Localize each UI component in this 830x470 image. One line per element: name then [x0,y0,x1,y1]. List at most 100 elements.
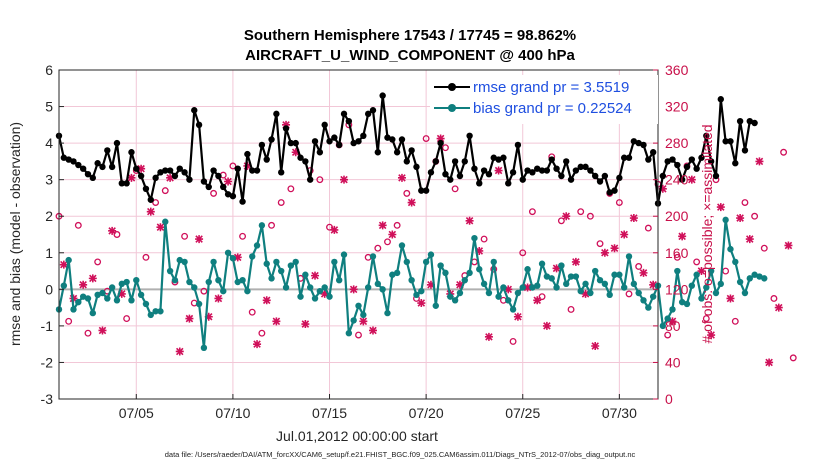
legend-rmse-label: rmse grand pr = 3.5519 [473,79,629,96]
series-point [558,172,565,180]
series-point [722,138,729,145]
series-point [707,267,715,275]
obs-possible-marker [94,258,102,266]
y-right-tick-label: 0 [665,391,673,407]
series-point [437,262,444,269]
series-point [215,276,222,284]
series-point [220,183,227,191]
series-point [302,158,309,165]
obs-possible-marker [268,221,275,229]
obs-assimilated-marker [117,289,126,298]
series-point [645,304,652,311]
series-point [418,187,425,194]
series-point [244,150,251,158]
series-point [698,154,705,161]
obs-possible-marker [528,208,536,216]
series-point [500,154,507,161]
y-tick-label: 3 [45,172,53,188]
series-point [249,253,256,260]
series-point [210,258,217,266]
series-point [601,280,609,288]
obs-possible-marker [287,185,295,193]
series-point [476,180,483,187]
series-point [625,253,633,260]
obs-assimilated-marker [436,134,445,143]
x-tick-label: 07/10 [215,405,250,421]
obs-assimilated-marker [649,280,658,289]
legend: rmse grand pr = 3.5519 bias grand pr = 0… [430,75,658,124]
series-point [471,165,478,172]
series-point [104,147,111,154]
series-point [113,297,121,304]
obs-possible-marker [557,217,565,225]
series-point [567,273,575,280]
obs-assimilated-marker [127,173,136,182]
series-point [413,291,420,299]
obs-assimilated-marker [484,332,493,341]
obs-possible-marker [113,231,121,238]
series-point [287,262,295,269]
obs-possible-marker [374,244,382,252]
series-point [205,278,212,286]
series-point [181,169,188,176]
series-point [84,170,92,178]
obs-assimilated-marker [765,358,774,367]
obs-assimilated-marker [745,235,754,244]
series-point [282,125,290,132]
series-point [548,156,555,163]
obs-possible-marker [635,263,643,270]
series-point [398,242,406,249]
series-point [75,161,82,169]
obs-possible-marker [693,258,701,266]
series-point [509,306,517,313]
series-point [84,295,92,302]
right-y-axis: 0 40 80 120 160 200 240 280 320 360 [653,62,689,407]
obs-possible-marker [229,162,237,170]
series-point [683,163,691,171]
series-point [732,160,739,167]
obs-possible-marker [248,308,256,316]
series-point [340,251,348,258]
series-point [606,189,613,196]
series-point [113,139,121,147]
series-point [664,315,671,322]
series-point [524,167,531,174]
series-point [379,286,386,293]
chart-subtitle: AIRCRAFT_U_WIND_COMPONENT @ 400 hPa [245,47,575,64]
series-point [364,284,372,291]
plot-area [59,70,658,399]
series-point [224,191,232,198]
obs-assimilated-marker [494,166,503,175]
obs-assimilated-marker [697,267,706,276]
series-point [422,187,430,194]
series-point [239,198,246,205]
obs-possible-marker [673,253,681,261]
series-point [543,167,551,174]
obs-possible-marker [519,249,527,257]
obs-possible-marker [258,329,266,337]
series-point [572,273,580,280]
series-point [89,309,97,317]
series-point [688,282,696,289]
series-point [674,161,681,169]
series-point [529,284,536,291]
series-point [292,258,299,266]
series-point [229,255,237,262]
obs-assimilated-marker [736,214,745,223]
series-point [582,280,589,288]
x-tick-label: 07/30 [602,405,637,421]
obs-assimilated-marker [610,244,619,253]
series-point [108,284,116,291]
obs-possible-marker [355,331,362,339]
series-point [534,165,541,172]
series-point [640,297,647,304]
y-right-tick-label: 280 [665,135,689,151]
series-point [65,156,72,163]
series-point [678,176,686,183]
series-point [403,158,411,165]
series-point [60,154,68,161]
series-point [215,172,222,180]
series-point [543,273,551,280]
series-point [171,172,179,180]
series-point [195,121,203,129]
